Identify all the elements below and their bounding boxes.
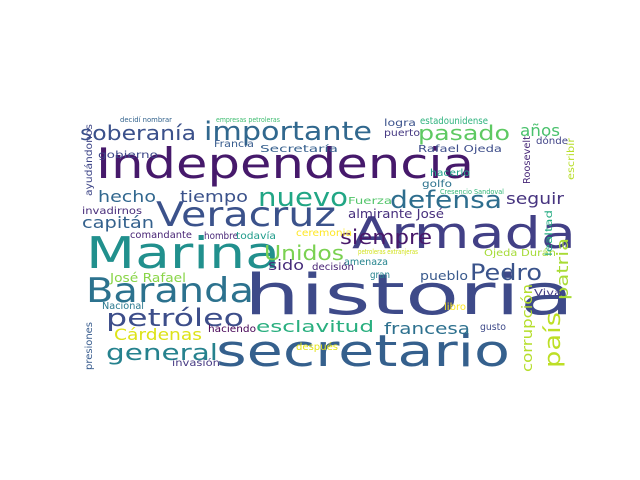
word-lealtad: lealtad: [544, 210, 555, 256]
word-secretario: secretario: [216, 326, 510, 377]
word-todavia: todavía: [236, 230, 276, 242]
word-seguir: seguir: [506, 189, 564, 208]
word-siempre: siempre: [340, 225, 432, 249]
word-petroleras-extranjeras: petroleras extranjeras: [358, 248, 418, 256]
word-sido: sido: [268, 258, 304, 274]
word-unidos: Unidos: [264, 241, 344, 265]
word-amenaza: amenaza: [344, 257, 388, 268]
word-hacerlo: hacerlo: [430, 168, 470, 179]
word-puerto: puerto: [384, 128, 420, 139]
word-marina: Marina: [86, 228, 280, 279]
word-capitan: capitán: [82, 213, 154, 232]
word-libro: libro: [444, 302, 466, 313]
word-escribir: escribir: [566, 137, 577, 180]
word-ceremonia: ceremonia: [296, 228, 352, 239]
word-roosevelt: Roosevelt: [522, 136, 533, 184]
word-defensa: defensa: [390, 186, 502, 214]
word-importante: importante: [204, 117, 372, 147]
word-secretaria: Secretaría: [260, 143, 338, 155]
word-soberania: soberanía: [80, 121, 196, 145]
word-francia: Francia: [214, 139, 254, 150]
word-ojeda-duran: Ojeda Durán: [484, 247, 556, 259]
word-viva: Viva: [534, 288, 562, 299]
word-comandante: comandante: [130, 230, 192, 241]
word-ayudandonos: ayudándonos: [83, 124, 95, 196]
word-decision: decisión: [312, 261, 354, 273]
word-almirante-jose: almirante José: [348, 207, 444, 221]
word-general: general: [106, 341, 218, 366]
word-jose-rafael: José Rafael: [109, 271, 186, 285]
word-historia: historia: [244, 263, 574, 328]
word-logra: logra: [384, 118, 416, 129]
word-nuevo: nuevo: [258, 183, 348, 213]
word-nacional: Nacional: [102, 301, 144, 312]
word-despues: después: [296, 341, 338, 353]
word-gran: gran: [370, 270, 390, 281]
word-pedro: Pedro: [470, 261, 542, 286]
word-pais: país: [541, 312, 566, 368]
word-presiones: presiones: [84, 322, 95, 370]
word-cardenas: Cárdenas: [114, 325, 202, 344]
word-rafael-ojeda: Rafael Ojeda: [418, 144, 502, 155]
word-empresas-petroleras: empresas petroleras: [216, 116, 280, 124]
word-cresencio-sandoval: Cresencio Sandoval: [440, 188, 504, 196]
word-baranda: Baranda: [86, 271, 254, 311]
word-invadirnos: invadirnos: [82, 206, 142, 217]
word-hombre: hombre: [204, 231, 238, 242]
word-fuerza: Fuerza: [348, 196, 392, 207]
word-invasion: invasión: [172, 357, 220, 369]
word-patria: patria: [553, 238, 572, 300]
word-gusto: gusto: [480, 322, 506, 333]
word-tiempo: tiempo: [180, 187, 248, 206]
word-independencia: Independencia: [96, 139, 474, 188]
word-anos: años: [520, 121, 560, 140]
word-haciendo: haciendo: [208, 324, 256, 335]
word-pasado: pasado: [418, 121, 510, 145]
word-estadounidense: estadounidense: [420, 116, 488, 127]
word-esclavitud: esclavitud: [256, 317, 374, 336]
word-petroleo: petróleo: [106, 304, 244, 332]
word-golfo: golfo: [422, 179, 452, 190]
word-gobierno: gobierno: [98, 150, 158, 161]
word-donde: dónde: [536, 135, 568, 147]
word-armada: Armada: [352, 208, 576, 259]
word-pueblo: pueblo: [420, 269, 468, 283]
word-francesa: francesa: [384, 319, 470, 338]
word-hecho: hecho: [98, 187, 156, 206]
word-decidi-nombrar: decidí nombrar: [120, 116, 172, 124]
word-corrupcion: corrupción: [520, 284, 536, 372]
word-veracruz: Veracruz: [156, 195, 336, 235]
